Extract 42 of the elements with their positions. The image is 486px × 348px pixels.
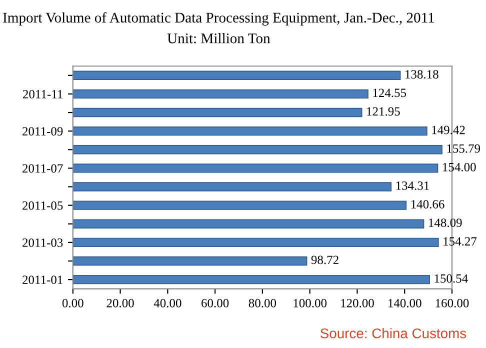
bar — [72, 126, 428, 136]
data-label: 149.42 — [432, 126, 465, 134]
x-tick-label: 120.00 — [341, 298, 374, 308]
source-note: Source: China Customs — [320, 328, 466, 338]
data-label: 148.09 — [429, 218, 462, 228]
bar — [72, 274, 430, 284]
bar — [72, 145, 442, 154]
data-label: 138.18 — [406, 70, 438, 79]
bar — [72, 238, 439, 248]
x-tick-label: 140.00 — [388, 298, 422, 308]
bar — [72, 164, 438, 173]
y-tick-label: 2011-09 — [22, 127, 63, 136]
x-tick-label: 0.00 — [62, 298, 84, 308]
bar — [72, 256, 308, 266]
bar — [72, 182, 392, 192]
y-tick-label: 2011-05 — [22, 201, 63, 210]
y-tick-label: 2011-07 — [22, 164, 63, 173]
data-label: 124.55 — [373, 88, 406, 98]
data-label: 98.72 — [311, 256, 338, 264]
y-tick-label: 2011-11 — [23, 90, 62, 98]
bar — [72, 108, 362, 118]
x-tick-label: 160.00 — [436, 298, 469, 308]
chart-subtitle: Unit: Million Ton — [167, 33, 270, 44]
y-tick-label: 2011-01 — [22, 276, 62, 284]
data-label: 154.00 — [443, 162, 476, 172]
data-label: 140.66 — [411, 200, 444, 209]
data-label: 154.27 — [444, 237, 477, 246]
data-label: 150.54 — [434, 274, 468, 283]
bar — [72, 219, 424, 228]
x-tick-label: 80.00 — [248, 298, 276, 308]
data-label: 155.79 — [447, 144, 480, 153]
data-label: 121.95 — [367, 107, 400, 116]
x-tick-label: 40.00 — [154, 298, 182, 308]
chart-title: Import Volume of Automatic Data Processing Equipment, Jan.-Dec., 2011 — [3, 12, 434, 26]
bar — [72, 70, 401, 80]
x-tick-label: 20.00 — [106, 298, 134, 308]
y-tick-label: 2011-03 — [22, 238, 63, 247]
x-tick-label: 60.00 — [202, 298, 229, 308]
data-label: 134.31 — [396, 181, 429, 190]
bar — [72, 200, 407, 210]
x-tick-label: 100.00 — [294, 298, 327, 308]
bar — [72, 89, 368, 99]
